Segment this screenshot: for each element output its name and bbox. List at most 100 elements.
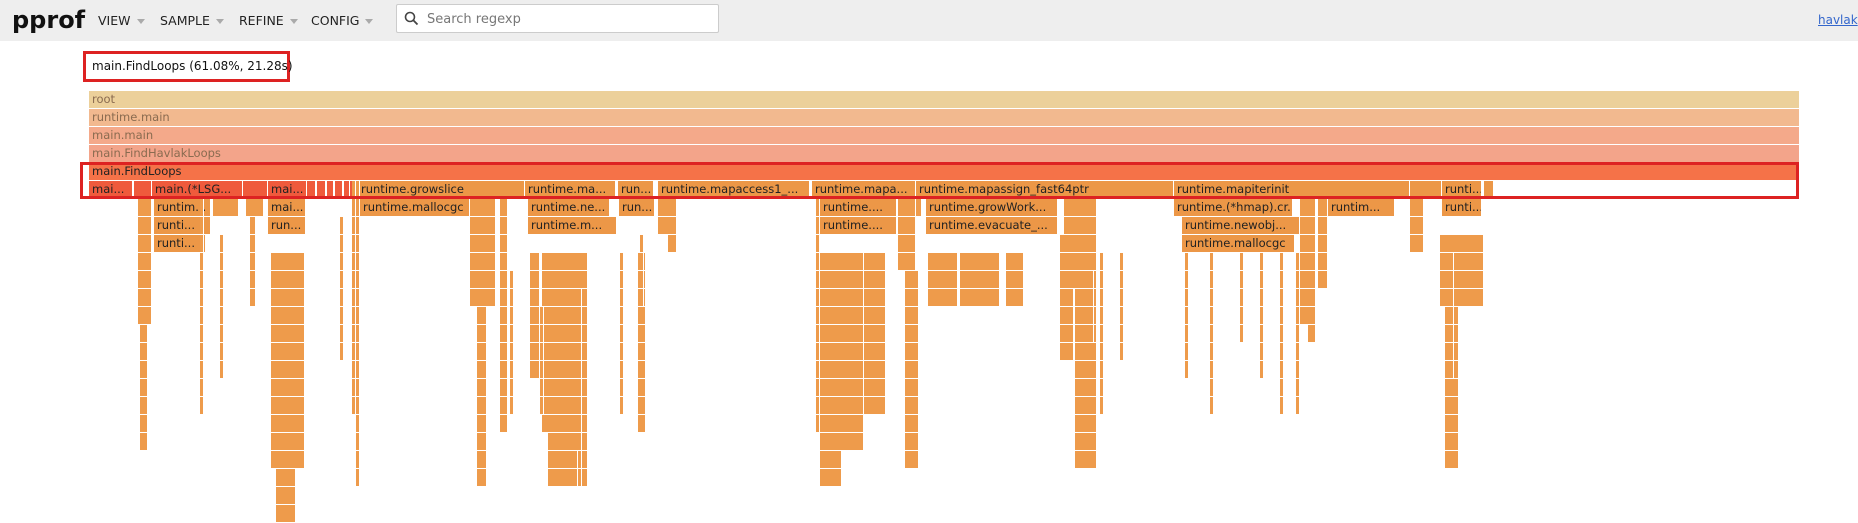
flame-frame-small[interactable] xyxy=(200,307,204,325)
flame-frame-small[interactable] xyxy=(540,361,544,379)
flame-frame-small[interactable] xyxy=(1280,343,1284,361)
flame-frame-small[interactable] xyxy=(960,271,1000,289)
flame-frame-small[interactable] xyxy=(1120,325,1124,343)
flame-frame-small[interactable] xyxy=(816,235,820,253)
flame-frame-small[interactable] xyxy=(1210,325,1214,343)
flame-frame-small[interactable] xyxy=(898,235,916,253)
flame-frame-small[interactable] xyxy=(540,325,544,343)
flame-frame[interactable]: runtime.ne... xyxy=(528,199,610,217)
flame-frame-small[interactable] xyxy=(271,307,305,325)
flame-frame-small[interactable] xyxy=(470,289,496,307)
flame-frame-small[interactable] xyxy=(477,469,487,487)
flame-frame-small[interactable] xyxy=(250,271,256,289)
flame-frame-small[interactable] xyxy=(816,361,820,379)
flame-frame-small[interactable] xyxy=(816,199,820,217)
flame-frame-small[interactable] xyxy=(510,343,514,361)
flame-frame-small[interactable] xyxy=(1060,289,1074,307)
flame-frame-small[interactable] xyxy=(356,469,360,487)
flame-frame[interactable]: mai... xyxy=(89,181,133,199)
flame-frame-small[interactable] xyxy=(500,325,508,343)
flame-frame-small[interactable] xyxy=(356,289,360,307)
flame-frame-small[interactable] xyxy=(816,379,820,397)
flame-frame-small[interactable] xyxy=(1445,397,1459,415)
flame-frame-small[interactable] xyxy=(820,451,842,469)
flame-frame-small[interactable] xyxy=(928,253,958,271)
flame-frame[interactable]: root xyxy=(89,91,1800,109)
flame-frame-small[interactable] xyxy=(271,433,305,451)
flame-frame-small[interactable] xyxy=(640,271,644,289)
flame-frame-small[interactable] xyxy=(540,307,544,325)
flame-frame[interactable]: runtime.... xyxy=(820,199,897,217)
flame-frame[interactable]: main.FindHavlakLoops xyxy=(89,145,1800,163)
flame-frame-small[interactable] xyxy=(1210,397,1214,415)
flame-frame-small[interactable] xyxy=(1300,235,1316,253)
flame-frame-small[interactable] xyxy=(1185,343,1189,361)
flame-frame-small[interactable] xyxy=(816,217,820,235)
flame-frame-small[interactable] xyxy=(356,181,360,199)
flame-frame-small[interactable] xyxy=(1445,433,1459,451)
flame-frame-small[interactable] xyxy=(1100,343,1104,361)
flame-frame-small[interactable] xyxy=(271,289,305,307)
flame-frame-small[interactable] xyxy=(864,343,886,361)
flame-frame-small[interactable] xyxy=(510,397,514,415)
flame-frame-small[interactable] xyxy=(668,235,677,253)
flame-frame-small[interactable] xyxy=(840,253,864,271)
flame-frame-small[interactable] xyxy=(500,253,508,271)
flame-frame-small[interactable] xyxy=(640,235,644,253)
flame-frame-small[interactable] xyxy=(1075,361,1097,379)
flame-frame-small[interactable] xyxy=(250,217,256,235)
flame-frame-small[interactable] xyxy=(1484,181,1494,199)
flame-frame-small[interactable] xyxy=(1280,397,1284,415)
flame-frame-small[interactable] xyxy=(1280,307,1284,325)
flame-frame-small[interactable] xyxy=(1296,361,1300,379)
flame-frame-small[interactable] xyxy=(243,181,268,199)
flame-frame-small[interactable] xyxy=(340,289,344,307)
flame-frame-small[interactable] xyxy=(356,379,360,397)
flame-frame-small[interactable] xyxy=(200,235,204,253)
flame-frame-small[interactable] xyxy=(1240,307,1244,325)
flame-frame-small[interactable] xyxy=(820,397,842,415)
flame-frame-small[interactable] xyxy=(510,289,514,307)
flame-frame-small[interactable] xyxy=(500,415,508,433)
flame-frame-small[interactable] xyxy=(1006,253,1024,271)
flame-frame-small[interactable] xyxy=(530,325,540,343)
flame-frame-small[interactable] xyxy=(477,415,487,433)
flame-frame-small[interactable] xyxy=(1210,307,1214,325)
flame-frame-small[interactable] xyxy=(140,397,148,415)
flame-frame-small[interactable] xyxy=(138,253,152,271)
flame-frame-small[interactable] xyxy=(552,343,582,361)
flame-frame-small[interactable] xyxy=(500,343,508,361)
flame-frame-small[interactable] xyxy=(1296,253,1300,271)
flame-frame-small[interactable] xyxy=(840,433,864,451)
flame-frame[interactable]: runti... xyxy=(1442,181,1482,199)
flame-frame-small[interactable] xyxy=(510,361,514,379)
flame-frame-small[interactable] xyxy=(898,217,916,235)
flame-frame-small[interactable] xyxy=(1318,253,1328,271)
flame-frame-small[interactable] xyxy=(1260,361,1264,379)
flame-frame-small[interactable] xyxy=(530,253,540,271)
flame-frame[interactable]: runtime.growWork... xyxy=(926,199,1058,217)
flame-frame[interactable]: main.main xyxy=(89,127,1800,145)
flame-frame-small[interactable] xyxy=(928,289,958,307)
flame-frame-small[interactable] xyxy=(356,217,360,235)
flame-frame-small[interactable] xyxy=(1075,199,1097,217)
flame-frame-small[interactable] xyxy=(530,271,540,289)
flame-frame-small[interactable] xyxy=(1080,271,1094,289)
flame-frame-small[interactable] xyxy=(200,199,204,217)
flame-frame-small[interactable] xyxy=(552,433,582,451)
flame-frame-small[interactable] xyxy=(340,325,344,343)
sample-menu[interactable]: SAMPLE xyxy=(160,13,224,28)
flame-frame-small[interactable] xyxy=(200,289,204,307)
flame-frame[interactable]: runtim... xyxy=(1328,199,1395,217)
flame-frame-small[interactable] xyxy=(1440,253,1484,271)
flame-frame-small[interactable] xyxy=(1260,271,1264,289)
flame-frame-small[interactable] xyxy=(840,397,864,415)
flame-frame-small[interactable] xyxy=(820,325,842,343)
flame-frame[interactable]: runtime.evacuate_... xyxy=(926,217,1058,235)
flame-frame-small[interactable] xyxy=(1210,253,1214,271)
flame-frame-small[interactable] xyxy=(1080,289,1094,307)
flame-frame-small[interactable] xyxy=(200,325,204,343)
flame-frame-small[interactable] xyxy=(220,271,224,289)
search-box[interactable] xyxy=(396,4,719,33)
flame-frame-small[interactable] xyxy=(1210,343,1214,361)
